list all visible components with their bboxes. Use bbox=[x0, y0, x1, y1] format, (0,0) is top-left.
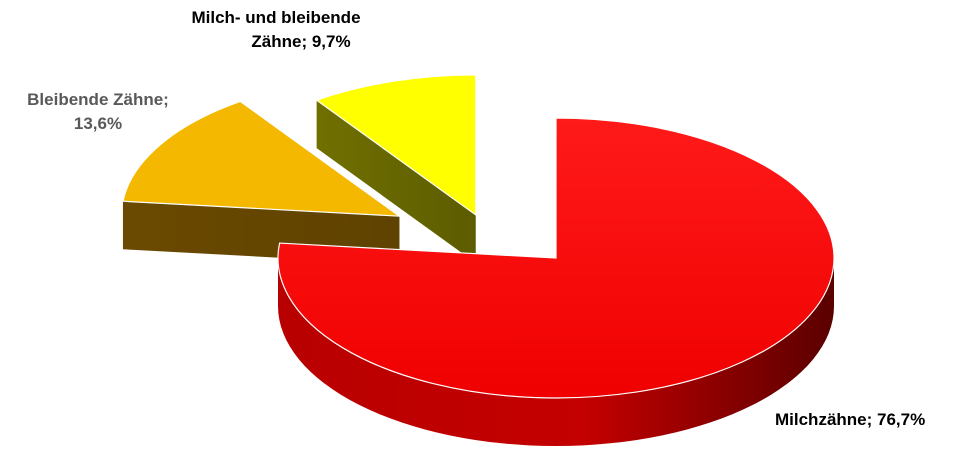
pie-slice-milch-top bbox=[277, 117, 835, 399]
pie-slice-beide-face-a bbox=[316, 100, 476, 263]
data-label-milch-line1: Milchzähne; 76,7% bbox=[775, 410, 926, 429]
pie-slice-beide-top bbox=[315, 74, 477, 217]
data-label-beide-line1: Milch- und bleibende bbox=[191, 8, 361, 27]
data-label-bleibend: Bleibende Zähne; 13,6% bbox=[8, 88, 188, 136]
pie-slice-bleibend bbox=[122, 100, 402, 265]
pie-slice-milch-rim bbox=[278, 258, 834, 446]
data-label-bleibend-line1: Bleibende Zähne; bbox=[27, 90, 169, 109]
pie-slice-beide bbox=[315, 74, 477, 263]
data-label-bleibend-line2: 13,6% bbox=[73, 114, 123, 133]
pie-slice-milch bbox=[277, 117, 835, 446]
data-label-milch: Milchzähne; 76,7% bbox=[775, 408, 925, 432]
data-label-beide: Milch- und bleibende Zähne; 9,7% bbox=[176, 6, 376, 54]
data-label-beide-line2: Zähne; 9,7% bbox=[251, 32, 351, 51]
pie-slice-bleibend-top bbox=[122, 100, 402, 217]
